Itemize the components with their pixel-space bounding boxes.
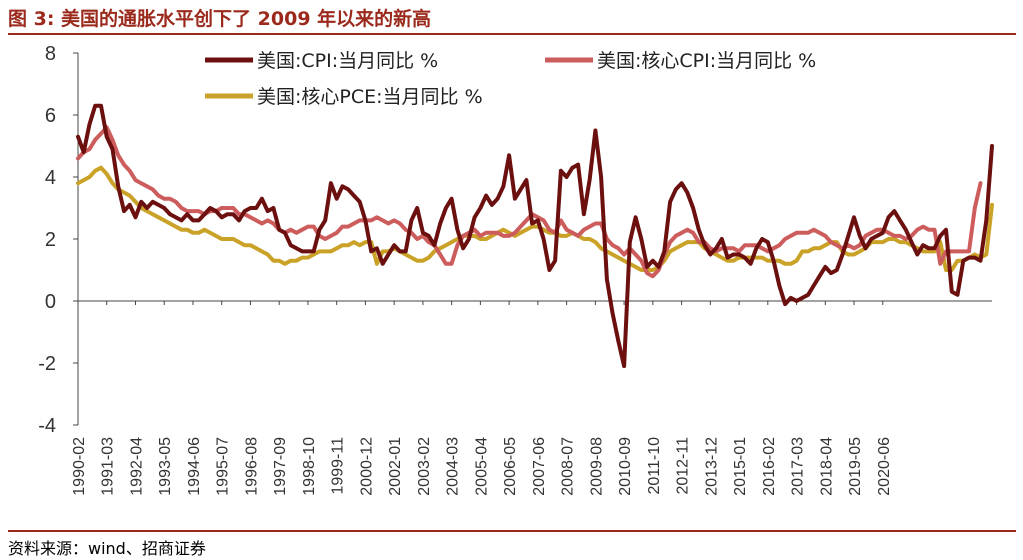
x-tick-label: 1991-03 — [100, 437, 117, 496]
source-rule — [8, 530, 1016, 532]
x-tick-label: 2017-03 — [790, 437, 807, 496]
x-tick-label: 2015-01 — [732, 437, 749, 496]
x-tick-label: 2020-06 — [876, 437, 893, 496]
x-tick-label: 2004-03 — [445, 437, 462, 496]
source-note: 资料来源：wind、招商证券 — [8, 539, 206, 558]
x-tick-label: 2016-02 — [761, 437, 778, 496]
x-tick-label: 2002-01 — [387, 437, 404, 496]
series-line-cpi — [76, 103, 994, 369]
x-tick-label: 2008-07 — [560, 437, 577, 496]
x-tick-label: 2003-02 — [416, 437, 433, 496]
y-tick-label: 6 — [45, 105, 56, 127]
x-tick-label: 2009-08 — [588, 437, 605, 496]
figure-title: 图 3: 美国的通胀水平创下了 2009 年以来的新高 — [8, 8, 432, 30]
line-chart: -4 -2 0 2 4 6 8 1990-02 1991-03 1992-04 1993-05 199… — [38, 43, 994, 496]
title-rule — [8, 33, 1016, 35]
x-tick-label: 1992-04 — [128, 437, 145, 496]
x-tick-label: 2013-12 — [703, 437, 720, 496]
y-tick-label: 4 — [45, 167, 56, 189]
legend-label-cpi: 美国:CPI:当月同比 % — [257, 50, 438, 72]
legend-label-core_pce: 美国:核心PCE:当月同比 % — [257, 86, 483, 108]
y-tick-label: 8 — [45, 43, 56, 65]
x-tick-label: 2000-12 — [358, 437, 375, 496]
x-tick-label: 2006-05 — [502, 437, 519, 496]
x-tick-label: 2012-11 — [675, 437, 692, 495]
y-tick-label: 0 — [45, 291, 56, 313]
x-tick-label: 1997-09 — [272, 437, 289, 496]
series-line-core_cpi — [76, 125, 983, 279]
y-tick-label: 2 — [45, 229, 56, 251]
x-tick-label: 1999-11 — [330, 437, 347, 495]
x-tick-label: 1998-10 — [301, 437, 318, 496]
x-tick-label: 2019-05 — [847, 437, 864, 496]
x-tick-label: 1996-08 — [243, 437, 260, 496]
x-tick-label: 2011-10 — [646, 437, 663, 495]
y-tick-label: -2 — [38, 353, 56, 375]
x-tick-label: 1990-02 — [71, 437, 88, 496]
legend-label-core_cpi: 美国:核心CPI:当月同比 % — [597, 50, 816, 72]
x-tick-label: 1994-06 — [186, 437, 203, 496]
x-tick-label: 1993-05 — [157, 437, 174, 496]
x-tick-label: 2007-06 — [531, 437, 548, 496]
y-tick-label: -4 — [38, 415, 56, 437]
x-tick-label: 1995-07 — [215, 437, 232, 496]
x-tick-label: 2010-09 — [617, 437, 634, 496]
x-tick-label: 2005-04 — [473, 437, 490, 496]
x-tick-label: 2018-04 — [818, 437, 835, 496]
